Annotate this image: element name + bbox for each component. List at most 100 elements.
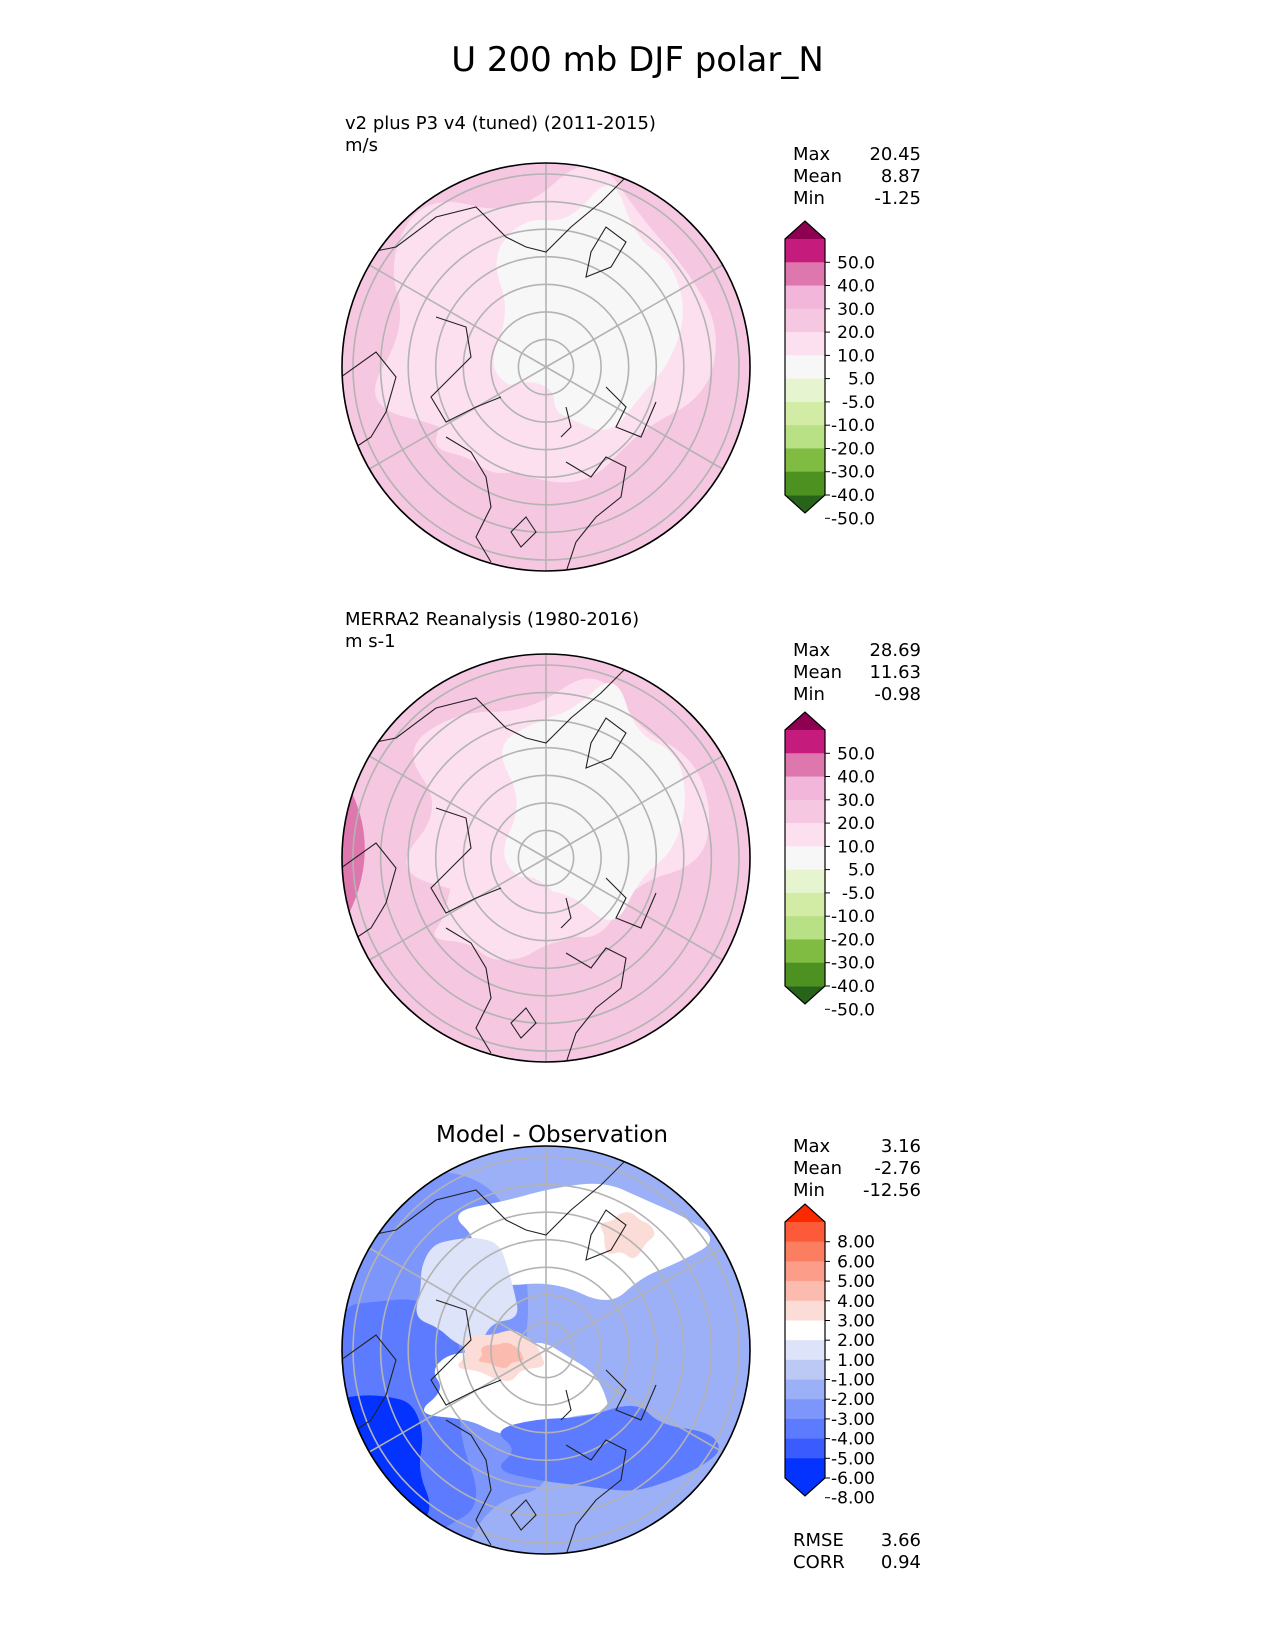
stat-label: Min <box>793 1180 825 1201</box>
metric-label: CORR <box>793 1552 845 1573</box>
colorbar-tick-label: 30.0 <box>837 300 875 320</box>
stat-value: 20.45 <box>869 144 921 165</box>
colorbar-bin <box>785 939 825 964</box>
colorbar-bin <box>785 962 825 987</box>
colorbar-tick-label: 20.0 <box>837 814 875 834</box>
colorbar-extend-min <box>785 495 825 513</box>
colorbar-tick-label: -4.00 <box>831 1430 875 1450</box>
colorbar-extend-max <box>785 221 825 239</box>
coastline-0-2 <box>342 351 397 458</box>
stat-value: -0.98 <box>874 684 921 705</box>
field-group <box>342 163 750 571</box>
colorbar-bin <box>785 1379 825 1400</box>
panel2-header: MERRA2 Reanalysis (1980-2016) m s-1 <box>345 609 639 653</box>
contour-region-0-2 <box>493 185 683 430</box>
colorbar-tick-label: 1.00 <box>837 1351 875 1371</box>
colorbar-tick-label: -5.00 <box>831 1449 875 1469</box>
meridian-line <box>545 1349 724 1453</box>
colorbar-tick-label: -5.0 <box>842 884 875 904</box>
colorbar-bin <box>785 823 825 847</box>
coastline-0-0 <box>345 176 627 258</box>
graticule-group <box>352 654 740 1062</box>
colorbar-bin <box>785 753 825 778</box>
figure-title: U 200 mb DJF polar_N <box>451 40 824 80</box>
colorbar-bin <box>785 730 825 754</box>
colorbar-bin <box>785 308 825 333</box>
stat-row: Mean 11.63 <box>793 662 921 684</box>
stat-row: Max 3.16 <box>793 1136 921 1158</box>
colorbar-tick-label: -10.0 <box>831 416 875 436</box>
coastline-2-5 <box>605 1369 657 1421</box>
meridian-line <box>545 264 724 368</box>
colorbar-tick-label: -50.0 <box>831 1000 875 1020</box>
metric-row: RMSE 3.66 <box>793 1530 921 1552</box>
stat-row: Max 28.69 <box>793 640 921 662</box>
colorbar-bin <box>785 285 825 310</box>
colorbar-tick-label: 10.0 <box>837 837 875 857</box>
stat-value: 3.16 <box>880 1136 921 1157</box>
colorbar-tick-label: -1.00 <box>831 1371 875 1391</box>
coastline-1-3 <box>445 927 492 1054</box>
coastline-0-6 <box>510 516 537 548</box>
colorbar-tick-label: 50.0 <box>837 253 875 273</box>
metric-label: RMSE <box>793 1530 844 1551</box>
coastline-1-8 <box>585 717 627 769</box>
stat-value: -1.25 <box>874 188 921 209</box>
colorbar-tick-label: -20.0 <box>831 440 875 460</box>
coastline-2-6 <box>510 1499 537 1531</box>
colorbar-extend-max <box>785 712 825 730</box>
colorbar-tick-label: 2.00 <box>837 1331 875 1351</box>
colorbar-tick-label: 6.00 <box>837 1252 875 1272</box>
colorbar-extend-min <box>785 986 825 1004</box>
colorbar-bin <box>785 355 825 380</box>
coastline-0-8 <box>585 226 627 278</box>
map-boundary <box>341 162 751 572</box>
colorbar-tick-label: 30.0 <box>837 791 875 811</box>
colorbar-bin <box>785 846 825 871</box>
coastline-0-5 <box>605 386 657 438</box>
colorbar-tick-label: 5.0 <box>848 861 875 881</box>
colorbar-bin <box>785 1261 825 1282</box>
colorbar-tick-label: -5.0 <box>842 393 875 413</box>
colorbar-bin <box>785 401 825 426</box>
colorbar-extend-min <box>785 1478 825 1496</box>
coastline-0-1 <box>430 316 502 423</box>
contour-region-2-3 <box>342 1395 430 1554</box>
colorbar-tick-label: -20.0 <box>831 931 875 951</box>
stat-label: Mean <box>793 166 843 187</box>
colorbar-bin <box>785 1399 825 1420</box>
graticule-group <box>352 1146 740 1554</box>
colorbar-bin <box>785 1418 825 1440</box>
stat-label: Min <box>793 188 825 209</box>
map-boundary <box>341 1145 751 1555</box>
panel3-title: Model - Observation <box>435 1122 669 1148</box>
panel3-metrics: RMSE 3.66 CORR 0.94 <box>793 1530 921 1574</box>
colorbar-bin <box>785 471 825 496</box>
meridian-line <box>368 857 547 961</box>
colorbar-bin <box>785 776 825 801</box>
stat-label: Max <box>793 144 831 165</box>
stat-value: 28.69 <box>869 640 921 661</box>
colorbar-tick-label: -8.00 <box>831 1489 875 1509</box>
colorbar-tick-label: -50.0 <box>831 509 875 529</box>
colorbar-tick-label: -6.00 <box>831 1469 875 1489</box>
coastline-2-1 <box>430 1299 502 1406</box>
coastline-2-2 <box>342 1334 397 1441</box>
colorbar-tick-label: 5.00 <box>837 1272 875 1292</box>
stat-row: Min -1.25 <box>793 188 921 210</box>
colorbar-bin <box>785 1438 825 1459</box>
contour-region-1-3 <box>502 682 685 921</box>
meridian-line <box>368 1349 547 1453</box>
coastline-group <box>342 176 657 571</box>
colorbar-tick-label: 40.0 <box>837 768 875 788</box>
colorbar-tick-label: 40.0 <box>837 277 875 297</box>
contour-region-2-5 <box>416 1238 518 1349</box>
coastline-group <box>342 1159 657 1554</box>
coastline-1-2 <box>342 842 397 949</box>
colorbar-bin <box>785 1281 825 1302</box>
colorbar-tick-label: 20.0 <box>837 323 875 343</box>
stat-row: Mean 8.87 <box>793 166 921 188</box>
meridian-line <box>545 857 724 961</box>
panel1-header: v2 plus P3 v4 (tuned) (2011-2015) m/s <box>345 113 656 157</box>
colorbar-bin <box>785 1300 825 1321</box>
